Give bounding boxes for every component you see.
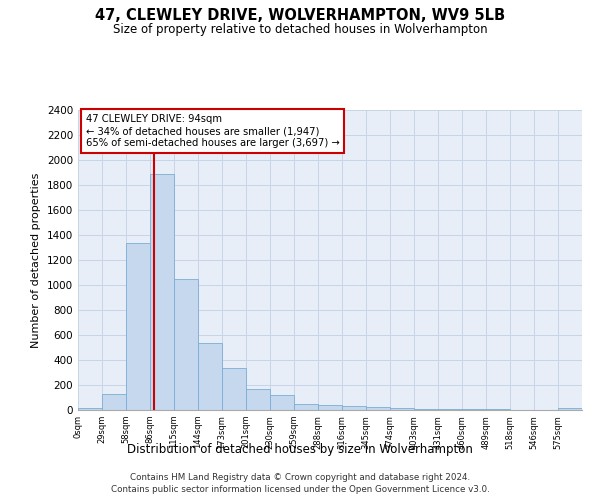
Bar (318, 405, 342, 410)
Bar (246, 389, 270, 410)
Bar (126, 242, 150, 410)
Text: 47, CLEWLEY DRIVE, WOLVERHAMPTON, WV9 5LB: 47, CLEWLEY DRIVE, WOLVERHAMPTON, WV9 5L… (95, 8, 505, 22)
Bar (558, 408, 582, 410)
Text: 47 CLEWLEY DRIVE: 94sqm
← 34% of detached houses are smaller (1,947)
65% of semi: 47 CLEWLEY DRIVE: 94sqm ← 34% of detache… (86, 114, 340, 148)
Bar (222, 368, 246, 410)
Bar (438, 409, 462, 410)
Bar (342, 406, 366, 410)
Y-axis label: Number of detached properties: Number of detached properties (31, 172, 41, 348)
Bar (390, 408, 414, 410)
Text: Distribution of detached houses by size in Wolverhampton: Distribution of detached houses by size … (127, 442, 473, 456)
Bar (198, 342, 222, 410)
Bar (102, 394, 126, 410)
Bar (366, 407, 390, 410)
Bar (150, 174, 174, 410)
Bar (270, 395, 294, 410)
Bar (174, 279, 198, 410)
Text: Contains HM Land Registry data © Crown copyright and database right 2024.: Contains HM Land Registry data © Crown c… (130, 472, 470, 482)
Bar (414, 409, 438, 410)
Text: Size of property relative to detached houses in Wolverhampton: Size of property relative to detached ho… (113, 22, 487, 36)
Bar (78, 408, 102, 410)
Text: Contains public sector information licensed under the Open Government Licence v3: Contains public sector information licen… (110, 485, 490, 494)
Bar (294, 404, 318, 410)
